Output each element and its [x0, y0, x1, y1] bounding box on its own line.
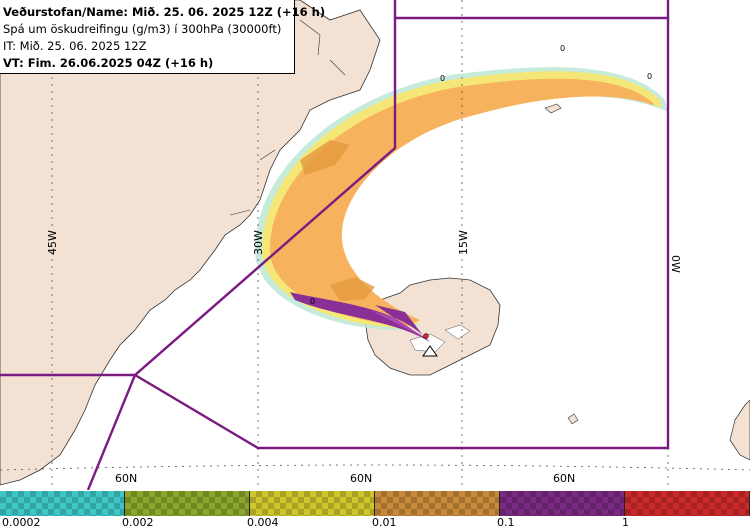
colorbar	[0, 491, 750, 516]
lon-label-15w: 15W	[457, 230, 470, 255]
colorbar-segment	[375, 491, 500, 516]
lon-label-45w: 45W	[46, 230, 59, 255]
valid-time: VT: Fim. 26.06.2025 04Z (+16 h)	[3, 56, 214, 70]
lat-label-2: 60N	[350, 472, 372, 485]
forecast-info-box: Veðurstofan/Name: Mið. 25. 06. 2025 12Z …	[0, 0, 326, 74]
contour-label: 0	[310, 297, 315, 306]
colorbar-ticks: 0.0002 0.002 0.004 0.01 0.1 1	[0, 516, 750, 532]
colorbar-tick-label: 0.004	[247, 516, 279, 529]
ash-plume-high	[290, 292, 430, 342]
forecast-description: Spá um öskudreifingu (g/m3) í 300hPa (30…	[3, 22, 282, 36]
greenland-land	[0, 0, 381, 486]
volcano-icon	[422, 345, 438, 357]
norway-land	[729, 399, 750, 461]
contour-label: 0	[647, 72, 652, 81]
lon-label-0w: 0W	[669, 255, 682, 273]
iceland-land	[364, 277, 501, 376]
ash-dispersion-map: 45W 30W 15W 0W 60N 60N 60N 0 0 0 0	[0, 0, 750, 490]
colorbar-segment	[625, 491, 750, 516]
colorbar-segment	[125, 491, 250, 516]
contour-label: 0	[440, 74, 445, 83]
colorbar-tick-label: 0.0002	[2, 516, 41, 529]
colorbar-tick-label: 1	[622, 516, 629, 529]
lat-label-3: 60N	[553, 472, 575, 485]
colorbar-tick-label: 0.01	[372, 516, 397, 529]
colorbar-tick-label: 0.002	[122, 516, 154, 529]
colorbar-segment	[250, 491, 375, 516]
lon-label-30w: 30W	[252, 230, 265, 255]
ash-plume-core	[270, 78, 655, 326]
colorbar-segment	[0, 491, 125, 516]
contour-label: 0	[560, 44, 565, 53]
colorbar-segment	[500, 491, 625, 516]
forecast-title: Veðurstofan/Name: Mið. 25. 06. 2025 12Z …	[3, 5, 326, 19]
lat-label-1: 60N	[115, 472, 137, 485]
colorbar-tick-label: 0.1	[497, 516, 515, 529]
initial-time: IT: Mið. 25. 06. 2025 12Z	[3, 39, 147, 53]
